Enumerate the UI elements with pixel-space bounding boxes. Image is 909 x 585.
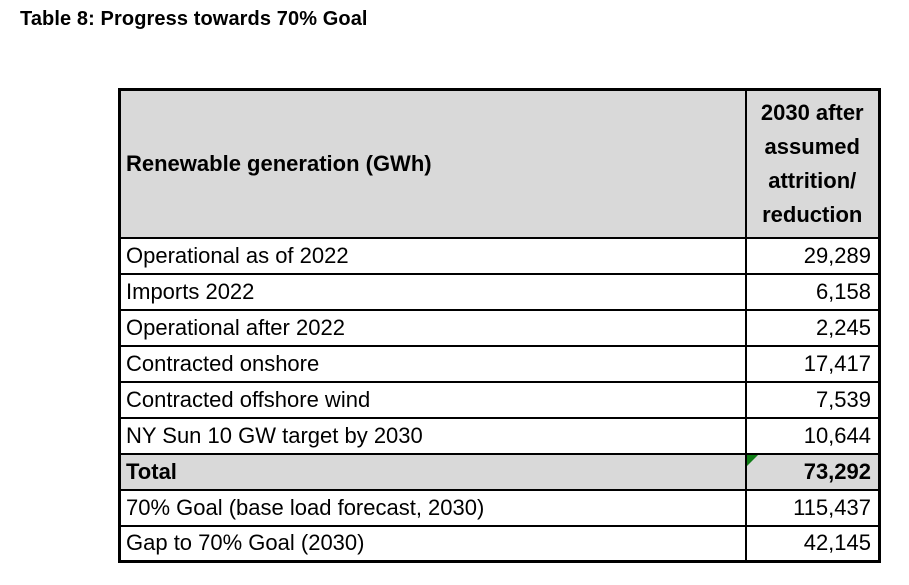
progress-table: Renewable generation (GWh) 2030 after as… [118, 88, 881, 563]
table-row: Gap to 70% Goal (2030) 42,145 [118, 524, 881, 563]
total-value-cell: 73,292 [744, 452, 881, 491]
table-row: Contracted onshore 17,417 [118, 344, 881, 383]
row-value-cell: 42,145 [744, 524, 881, 563]
row-value-cell: 2,245 [744, 308, 881, 347]
row-label-cell: NY Sun 10 GW target by 2030 [118, 416, 747, 455]
error-indicator-icon [747, 455, 759, 467]
row-label-cell: Gap to 70% Goal (2030) [118, 524, 747, 563]
table-row: Operational as of 2022 29,289 [118, 236, 881, 275]
row-value-cell: 7,539 [744, 380, 881, 419]
row-value-cell: 10,644 [744, 416, 881, 455]
header-cell-2030-attrition: 2030 after assumed attrition/ reduction [744, 88, 881, 239]
total-label-cell: Total [118, 452, 747, 491]
row-label-cell: Contracted offshore wind [118, 380, 747, 419]
row-value-cell: 29,289 [744, 236, 881, 275]
table-caption: Table 8: Progress towards 70% Goal [20, 8, 368, 30]
row-value-cell: 17,417 [744, 344, 881, 383]
row-value-cell: 115,437 [744, 488, 881, 527]
row-label-cell: Contracted onshore [118, 344, 747, 383]
row-label-cell: Operational as of 2022 [118, 236, 747, 275]
total-value: 73,292 [803, 458, 871, 484]
row-label-cell: Operational after 2022 [118, 308, 747, 347]
row-value-cell: 6,158 [744, 272, 881, 311]
total-row: Total 73,292 [118, 452, 881, 491]
table-row: Contracted offshore wind 7,539 [118, 380, 881, 419]
table-row: Imports 2022 6,158 [118, 272, 881, 311]
table-row: NY Sun 10 GW target by 2030 10,644 [118, 416, 881, 455]
header-cell-renewable-generation: Renewable generation (GWh) [118, 88, 747, 239]
row-label-cell: 70% Goal (base load forecast, 2030) [118, 488, 747, 527]
row-label-cell: Imports 2022 [118, 272, 747, 311]
table-row: Operational after 2022 2,245 [118, 308, 881, 347]
table-row: 70% Goal (base load forecast, 2030) 115,… [118, 488, 881, 527]
header-row: Renewable generation (GWh) 2030 after as… [118, 88, 881, 239]
